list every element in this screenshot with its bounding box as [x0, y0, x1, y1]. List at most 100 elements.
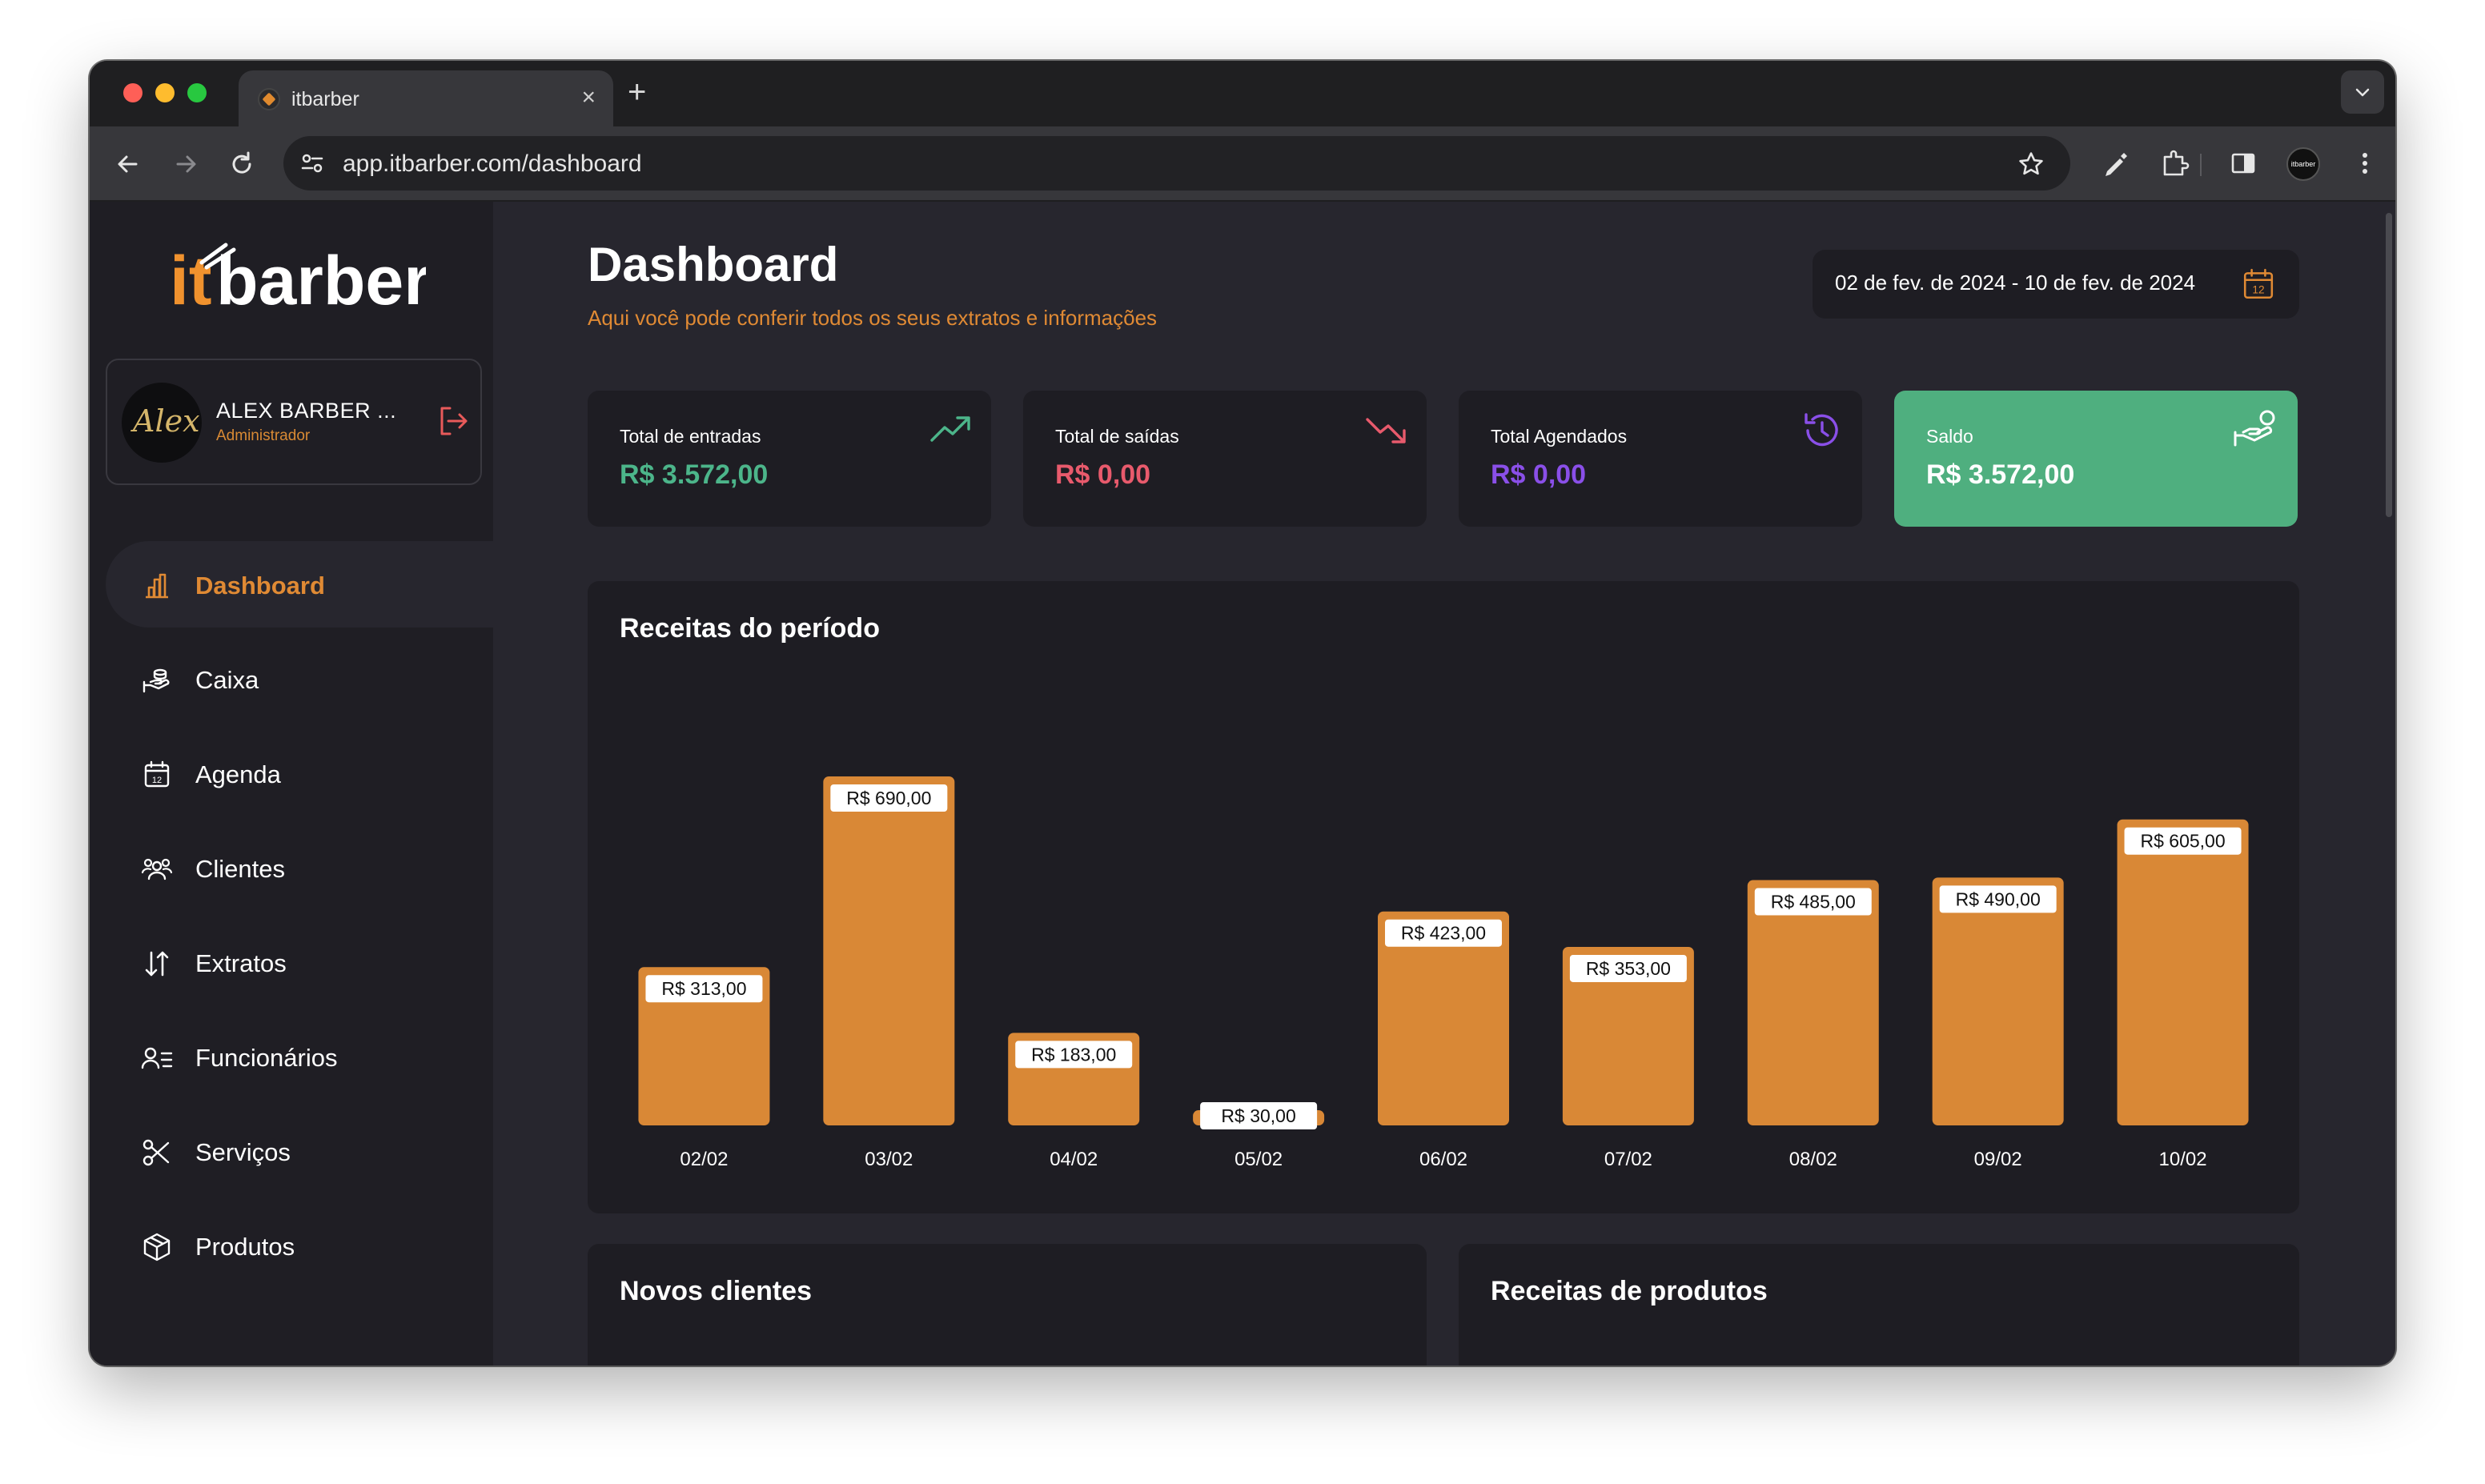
data-label: R$ 353,00 [1586, 958, 1671, 979]
sidebar-item-label: Agenda [195, 760, 281, 788]
minimize-window-button[interactable] [155, 83, 175, 102]
data-label: R$ 690,00 [846, 788, 931, 808]
url-text[interactable]: app.itbarber.com/dashboard [343, 150, 642, 177]
pen-tool-icon[interactable] [2099, 147, 2131, 179]
sidebar-item-label: Serviços [195, 1138, 291, 1166]
back-arrow-icon[interactable] [112, 148, 144, 180]
new-tab-button[interactable]: + [628, 74, 647, 110]
card-value: R$ 3.572,00 [1926, 459, 2075, 490]
sidebar-item-label: Caixa [195, 666, 259, 694]
more-menu-icon[interactable] [2349, 147, 2381, 179]
sidebar: it itbarber barber Alex ALEX BARBER ... … [90, 202, 493, 1366]
x-tick-label: 03/02 [865, 1149, 913, 1170]
card-label: Total Agendados [1491, 426, 1628, 447]
reload-icon[interactable] [226, 148, 258, 180]
user-role: Administrador [216, 427, 311, 444]
history-icon [1805, 413, 1838, 447]
x-tick-label: 07/02 [1604, 1149, 1652, 1170]
extensions-icon[interactable] [2158, 147, 2190, 179]
bar-chart: R$ 313,00 02/02 R$ 690,00 03/02 R$ 183,00 04/… [638, 776, 2249, 1170]
data-label: R$ 313,00 [661, 978, 746, 999]
site-settings-icon[interactable] [299, 150, 325, 176]
scissors-icon [143, 1139, 170, 1166]
calendar-icon: 12 [2243, 268, 2274, 299]
chart-bar[interactable] [1932, 877, 2064, 1125]
data-label-box [1754, 888, 1872, 916]
svg-text:12: 12 [2252, 284, 2264, 296]
sidebar-item-label: Produtos [195, 1233, 295, 1261]
browser-tab[interactable]: itbarber × [239, 70, 613, 126]
favicon-icon [258, 88, 280, 110]
scrollbar[interactable] [2386, 213, 2392, 517]
sidebar-item-label: Dashboard [195, 572, 325, 600]
user-card: Alex ALEX BARBER ... Administrador [106, 359, 482, 485]
x-tick-label: 09/02 [1974, 1149, 2022, 1170]
card-total-entradas: Total de entradas R$ 3.572,00 [588, 391, 991, 527]
sidebar-item-servicos[interactable]: Serviços [106, 1108, 493, 1194]
data-label: R$ 423,00 [1401, 923, 1486, 944]
logout-icon[interactable] [436, 403, 471, 439]
data-label-box [1015, 1041, 1133, 1069]
address-bar[interactable]: app.itbarber.com/dashboard [283, 136, 2070, 191]
x-tick-label: 10/02 [2159, 1149, 2207, 1170]
panel-title: Novos clientes [620, 1276, 812, 1306]
chart-bar[interactable] [2117, 819, 2249, 1125]
chart-bar[interactable] [1562, 946, 1694, 1125]
sidebar-item-agenda[interactable]: 12 Agenda [106, 730, 493, 816]
side-panel-icon[interactable] [2227, 147, 2259, 179]
sidebar-item-clientes[interactable]: Clientes [106, 824, 493, 911]
card-value: R$ 0,00 [1491, 459, 1587, 490]
card-label: Total de saídas [1055, 426, 1179, 447]
toolbar-separator [2200, 154, 2202, 176]
card-label: Saldo [1926, 426, 1973, 447]
data-label-box [1939, 885, 2057, 913]
zoom-window-button[interactable] [187, 83, 207, 102]
tab-title: itbarber [291, 88, 359, 110]
card-saldo: Saldo R$ 3.572,00 [1894, 391, 2298, 527]
hand-coins-icon [143, 668, 170, 693]
x-tick-label: 05/02 [1234, 1149, 1283, 1170]
profile-avatar[interactable]: itbarber [2286, 147, 2320, 181]
itbarber-logo[interactable]: it itbarber barber [170, 239, 426, 319]
data-label-box [645, 975, 763, 1003]
svg-text:12: 12 [152, 776, 162, 785]
data-label-box [1200, 1102, 1318, 1130]
data-label-box [1385, 919, 1502, 947]
main-content: Dashboard Aqui você pode conferir todos … [493, 202, 2395, 1366]
data-label: R$ 183,00 [1031, 1044, 1116, 1065]
chart-bar[interactable] [1747, 880, 1879, 1125]
sidebar-item-produtos[interactable]: Produtos [106, 1202, 493, 1289]
data-label-box [1569, 954, 1687, 982]
page-subtitle: Aqui você pode conferir todos os seus ex… [588, 306, 1158, 330]
sidebar-item-caixa[interactable]: Caixa [106, 636, 493, 722]
chevron-down-icon [2355, 88, 2370, 97]
x-tick-label: 04/02 [1050, 1149, 1098, 1170]
trending-up-icon [930, 416, 970, 442]
date-range-text: 02 de fev. de 2024 - 10 de fev. de 2024 [1835, 271, 2196, 295]
chart-bar[interactable] [1378, 911, 1509, 1125]
forward-arrow-icon[interactable] [170, 148, 202, 180]
chart-bar[interactable] [823, 776, 955, 1125]
data-label: R$ 605,00 [2140, 831, 2225, 852]
tab-search-button[interactable] [2341, 70, 2384, 114]
browser-window: itbarber × + app.itbarber.com/dashboard … [90, 61, 2395, 1366]
bookmark-star-icon[interactable] [2017, 150, 2045, 178]
chart-bar[interactable] [638, 967, 770, 1125]
chart-title: Receitas do período [620, 613, 880, 644]
card-total-saidas: Total de saídas R$ 0,00 [1023, 391, 1427, 527]
data-label: R$ 485,00 [1771, 892, 1856, 912]
tab-close-icon[interactable]: × [581, 84, 596, 110]
close-window-button[interactable] [123, 83, 143, 102]
sidebar-item-dashboard[interactable]: Dashboard [106, 541, 493, 628]
page-title: Dashboard [588, 238, 839, 291]
sidebar-item-label: Extratos [195, 949, 287, 977]
sidebar-item-funcionarios[interactable]: Funcionários [106, 1013, 493, 1100]
data-label-box [2124, 827, 2242, 855]
date-range-picker[interactable]: 02 de fev. de 2024 - 10 de fev. de 2024 … [1813, 250, 2299, 319]
users-icon [141, 858, 173, 880]
sidebar-item-extratos[interactable]: Extratos [106, 919, 493, 1005]
sidebar-item-label: Clientes [195, 855, 285, 883]
avatar[interactable]: Alex [122, 383, 202, 463]
sidebar-item-label: Funcionários [195, 1044, 338, 1072]
data-label-box [830, 784, 948, 812]
